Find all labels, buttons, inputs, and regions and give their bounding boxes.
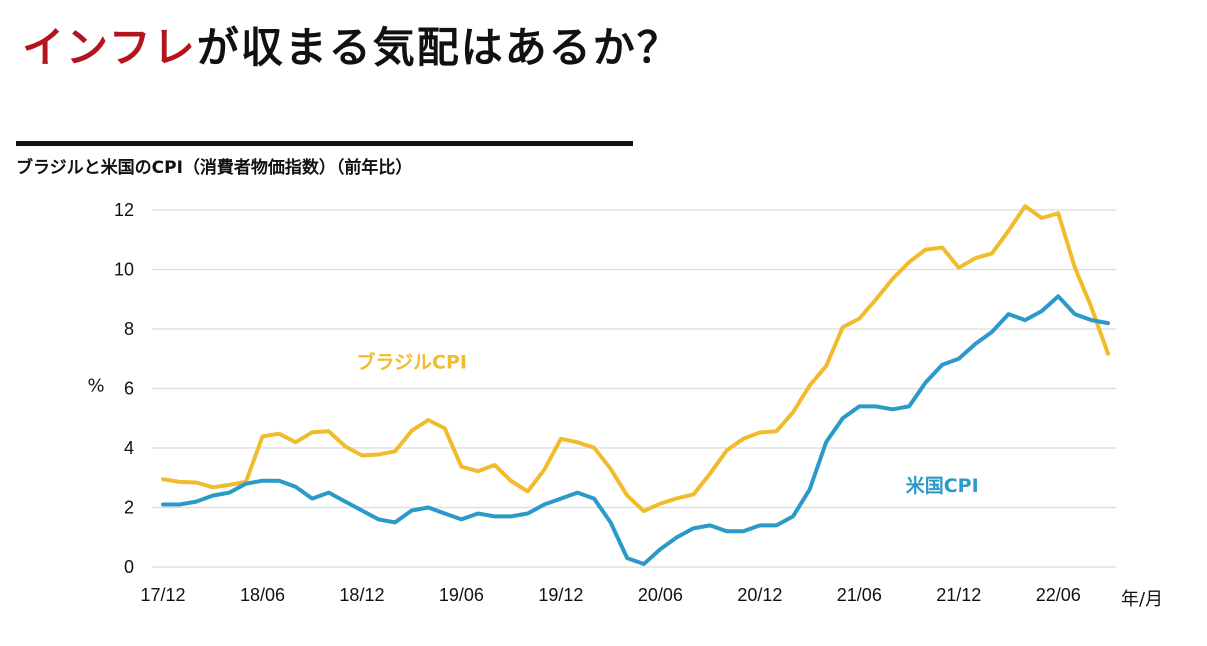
y-axis-unit-label: % [87, 375, 104, 396]
series-lines [161, 204, 1110, 566]
y-axis-ticks: 0 2 4 6 8 10 12 [114, 200, 134, 577]
x-axis-unit-label: 年/月 [1121, 589, 1163, 610]
x-tick-label-18-06: 18/06 [240, 585, 285, 605]
x-tick-label-17-12: 17/12 [140, 585, 185, 605]
x-axis-ticks: 17/12 18/06 18/12 19/06 19/12 20/06 20/12 21/06… [140, 585, 1080, 605]
series-labels: ブラジルCPI 米国CPI [356, 351, 978, 497]
x-tick-label-22-06: 22/06 [1036, 585, 1081, 605]
series-line-us [161, 294, 1110, 566]
y-tick-label-12: 12 [114, 200, 134, 220]
y-tick-label-8: 8 [124, 319, 134, 339]
headline-accent: インフレ [22, 23, 197, 72]
y-tick-label-0: 0 [124, 557, 134, 577]
x-tick-label-18-12: 18/12 [339, 585, 384, 605]
x-tick-label-21-12: 21/12 [936, 585, 981, 605]
headline: インフレが収まる気配はあるか？ [22, 14, 681, 75]
headline-rest: が収まる気配はあるか？ [196, 23, 681, 72]
x-tick-label-20-12: 20/12 [737, 585, 782, 605]
chart-title: ブラジルと米国のCPI（消費者物価指数）（前年比） [16, 158, 413, 178]
series-label-us: 米国CPI [906, 474, 979, 497]
y-tick-label-10: 10 [114, 260, 134, 280]
x-tick-label-19-06: 19/06 [439, 585, 484, 605]
title-divider [16, 141, 633, 146]
y-tick-label-6: 6 [124, 379, 134, 399]
y-tick-label-2: 2 [124, 498, 134, 518]
series-label-brazil: ブラジルCPI [356, 351, 467, 374]
y-tick-label-4: 4 [124, 438, 134, 458]
grid-lines [152, 209, 1116, 568]
x-tick-label-21-06: 21/06 [837, 585, 882, 605]
x-tick-label-20-06: 20/06 [638, 585, 683, 605]
x-tick-label-19-12: 19/12 [538, 585, 583, 605]
series-line-brazil [161, 204, 1110, 514]
